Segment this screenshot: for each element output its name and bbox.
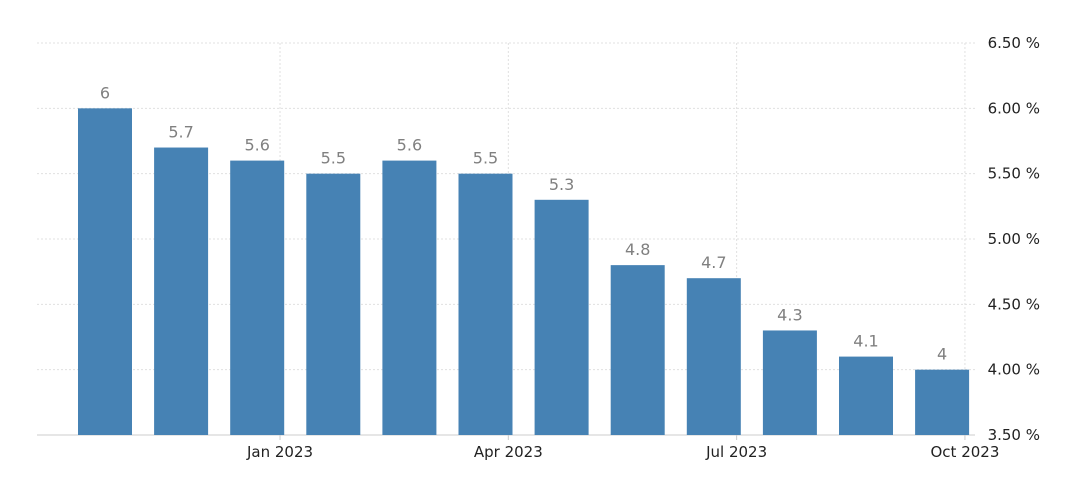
bar[interactable] [839,356,893,435]
y-tick-label: 6.00 % [988,99,1040,117]
x-tick-label: Jan 2023 [246,443,313,461]
x-tick-label: Jul 2023 [705,443,767,461]
bar[interactable] [306,173,361,435]
data-labels: 6 5.7 5.6 5.5 5.6 5.5 5.3 4.8 4.7 4.3 4.1 4 [100,83,947,363]
y-tick-label: 4.50 % [988,295,1040,313]
bar-value-label: 5.6 [244,136,269,155]
x-tick-label: Apr 2023 [474,443,543,461]
x-axis: Jan 2023 Apr 2023 Jul 2023 Oct 2023 [246,435,999,461]
bar[interactable] [686,278,741,435]
bar-value-label: 4.3 [777,305,802,324]
bar-value-label: 5.5 [321,149,346,168]
y-tick-label: 5.50 % [988,165,1040,183]
bar[interactable] [915,369,970,435]
bar-value-label: 5.7 [168,123,193,142]
y-tick-label: 3.50 % [988,426,1040,444]
y-tick-label: 4.00 % [988,361,1040,379]
bar-value-label: 4.8 [625,240,650,259]
bar[interactable] [154,147,209,436]
bar[interactable] [610,265,665,435]
y-tick-label: 6.50 % [988,34,1040,52]
bar-value-label: 5.6 [397,136,422,155]
y-axis: 6.50 % 6.00 % 5.50 % 5.00 % 4.50 % 4.00 % 3.50… [988,34,1040,444]
bar-value-label: 5.5 [473,149,498,168]
bar[interactable] [534,199,589,435]
bars [78,108,970,436]
bar[interactable] [762,330,817,435]
bar[interactable] [230,160,285,435]
bar-value-label: 4 [937,345,947,364]
x-tick-label: Oct 2023 [930,443,999,461]
bar-value-label: 5.3 [549,175,574,194]
bar-value-label: 4.7 [701,253,726,272]
bar-value-label: 6 [100,83,110,102]
bar[interactable] [458,173,513,435]
bar-value-label: 4.1 [853,332,878,351]
y-tick-label: 5.00 % [988,230,1040,248]
bar[interactable] [78,108,132,435]
bar[interactable] [382,160,437,435]
